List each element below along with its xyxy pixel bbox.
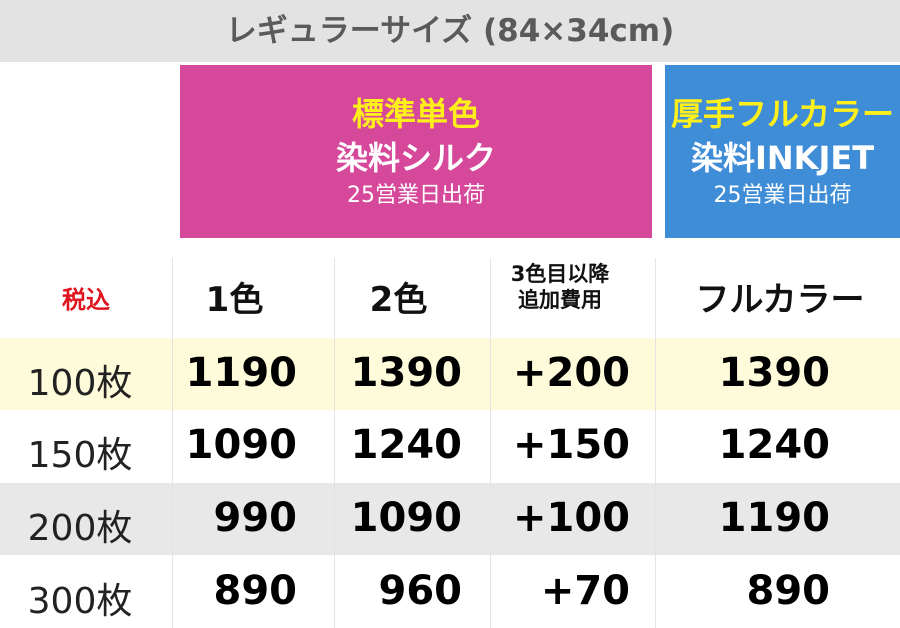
- price: 990: [213, 495, 298, 541]
- plan-type: 染料INKJET: [690, 138, 875, 177]
- price: +150: [512, 422, 630, 468]
- tax-label: 税込: [62, 286, 110, 314]
- plan-shipping: 25営業日出荷: [347, 182, 485, 208]
- column-header: フルカラー: [695, 280, 865, 320]
- price: 1190: [718, 495, 830, 541]
- title-bar: [0, 0, 900, 62]
- plan-shipping: 25営業日出荷: [713, 182, 852, 208]
- price: +100: [512, 495, 630, 541]
- price: 1240: [718, 422, 830, 468]
- row-label: 200枚: [27, 508, 133, 549]
- row-highlight: [0, 338, 900, 410]
- row-label: 300枚: [27, 581, 133, 622]
- title: レギュラーサイズ (84×34cm): [225, 13, 675, 49]
- row-shade: [0, 483, 900, 555]
- price: 1190: [185, 350, 297, 396]
- divider: [172, 258, 173, 628]
- column-header: 2色: [369, 280, 428, 320]
- column-header: 追加費用: [518, 288, 602, 312]
- divider: [655, 258, 656, 628]
- price: +200: [512, 350, 630, 396]
- row-label: 150枚: [27, 435, 133, 476]
- column-header: 1色: [205, 280, 264, 320]
- plan-name: 標準単色: [351, 94, 480, 133]
- price: 1390: [718, 350, 830, 396]
- plan-type: 染料シルク: [335, 138, 496, 177]
- price: 1240: [350, 422, 462, 468]
- price: 890: [746, 568, 831, 614]
- price: 1390: [350, 350, 462, 396]
- price: 1090: [185, 422, 297, 468]
- divider: [490, 258, 491, 628]
- price: 890: [213, 568, 298, 614]
- plan-box: 標準単色 染料シルク 25営業日出荷: [180, 65, 652, 238]
- plan-box: 厚手フルカラー 染料INKJET 25営業日出荷: [665, 65, 900, 238]
- column-header: 3色目以降: [510, 262, 610, 286]
- price: 960: [378, 568, 463, 614]
- price: 1090: [350, 495, 462, 541]
- row-label: 100枚: [27, 363, 133, 404]
- plan-name: 厚手フルカラー: [670, 94, 895, 133]
- divider: [334, 258, 335, 628]
- price: +70: [540, 568, 630, 614]
